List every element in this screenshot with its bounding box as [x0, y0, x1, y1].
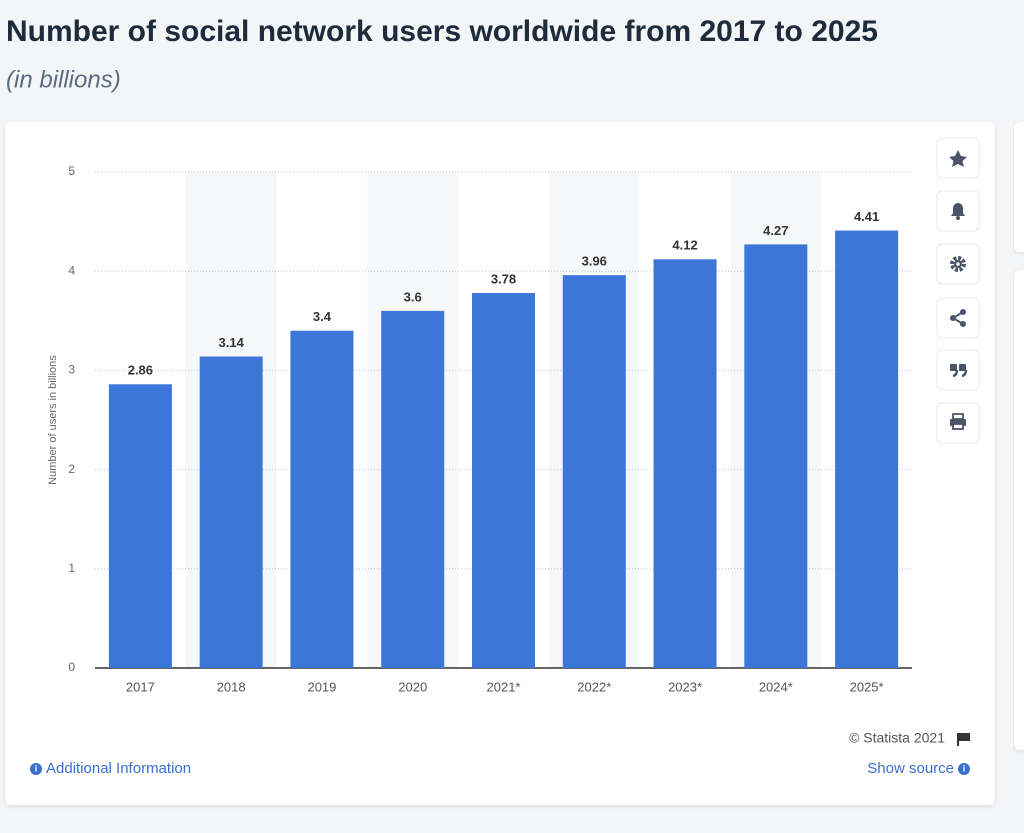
x-tick-label: 2025*: [850, 679, 884, 694]
share-button[interactable]: [936, 297, 980, 339]
x-tick-label: 2017: [126, 679, 155, 694]
value-label: 3.6: [404, 289, 422, 304]
y-tick-label: 3: [68, 363, 75, 377]
print-button[interactable]: [936, 402, 980, 444]
value-label: 3.96: [582, 254, 607, 269]
value-label: 3.14: [219, 335, 245, 350]
chart-subtitle: (in billions): [6, 66, 121, 93]
bar: [562, 275, 626, 668]
bell-button[interactable]: [936, 190, 980, 232]
additional-info-link[interactable]: i Additional Information: [30, 760, 191, 777]
bar: [290, 330, 354, 668]
y-tick-label: 4: [68, 263, 75, 277]
value-label: 4.27: [763, 223, 788, 238]
side-card: [1014, 270, 1024, 750]
bar: [108, 384, 172, 668]
plot-area: 0 1 2 3 4 5 Number of users in billions 2017 2.8…: [47, 164, 912, 694]
x-tick-label: 2021*: [487, 679, 521, 694]
chart-title: Number of social network users worldwide…: [6, 15, 878, 48]
x-tick-label: 2019: [307, 679, 336, 694]
toolbar: [936, 137, 980, 444]
bar: [199, 356, 263, 668]
x-tick-label: 2018: [217, 679, 246, 694]
bar: [744, 244, 808, 668]
cite-button[interactable]: [936, 349, 980, 391]
show-source-text[interactable]: Show source: [867, 760, 954, 777]
value-label: 4.41: [854, 209, 879, 224]
additional-info-text[interactable]: Additional Information: [46, 760, 191, 777]
y-tick-label: 5: [68, 164, 75, 178]
y-tick-label: 0: [68, 660, 75, 674]
bar: [653, 259, 717, 668]
bar: [835, 230, 899, 668]
svg-text:i: i: [963, 763, 966, 773]
value-label: 3.78: [491, 271, 516, 286]
x-tick-label: 2024*: [759, 679, 793, 694]
y-axis-label: Number of users in billions: [47, 355, 59, 485]
y-tick-label: 1: [68, 561, 75, 575]
x-tick-label: 2020: [398, 679, 427, 694]
side-card: [1014, 122, 1024, 252]
settings-button[interactable]: [936, 243, 980, 285]
value-label: 3.4: [313, 309, 332, 324]
bar: [472, 293, 535, 668]
flag-icon: [957, 733, 970, 746]
star-button[interactable]: [936, 137, 980, 179]
bar: [381, 310, 445, 668]
copyright: © Statista 2021: [849, 730, 945, 746]
svg-text:i: i: [35, 763, 38, 773]
y-tick-label: 2: [68, 462, 75, 476]
x-tick-label: 2022*: [577, 679, 611, 694]
value-label: 4.12: [672, 238, 697, 253]
x-tick-label: 2023*: [668, 679, 702, 694]
value-label: 2.86: [128, 363, 153, 378]
show-source-link[interactable]: Show source i: [867, 760, 970, 777]
